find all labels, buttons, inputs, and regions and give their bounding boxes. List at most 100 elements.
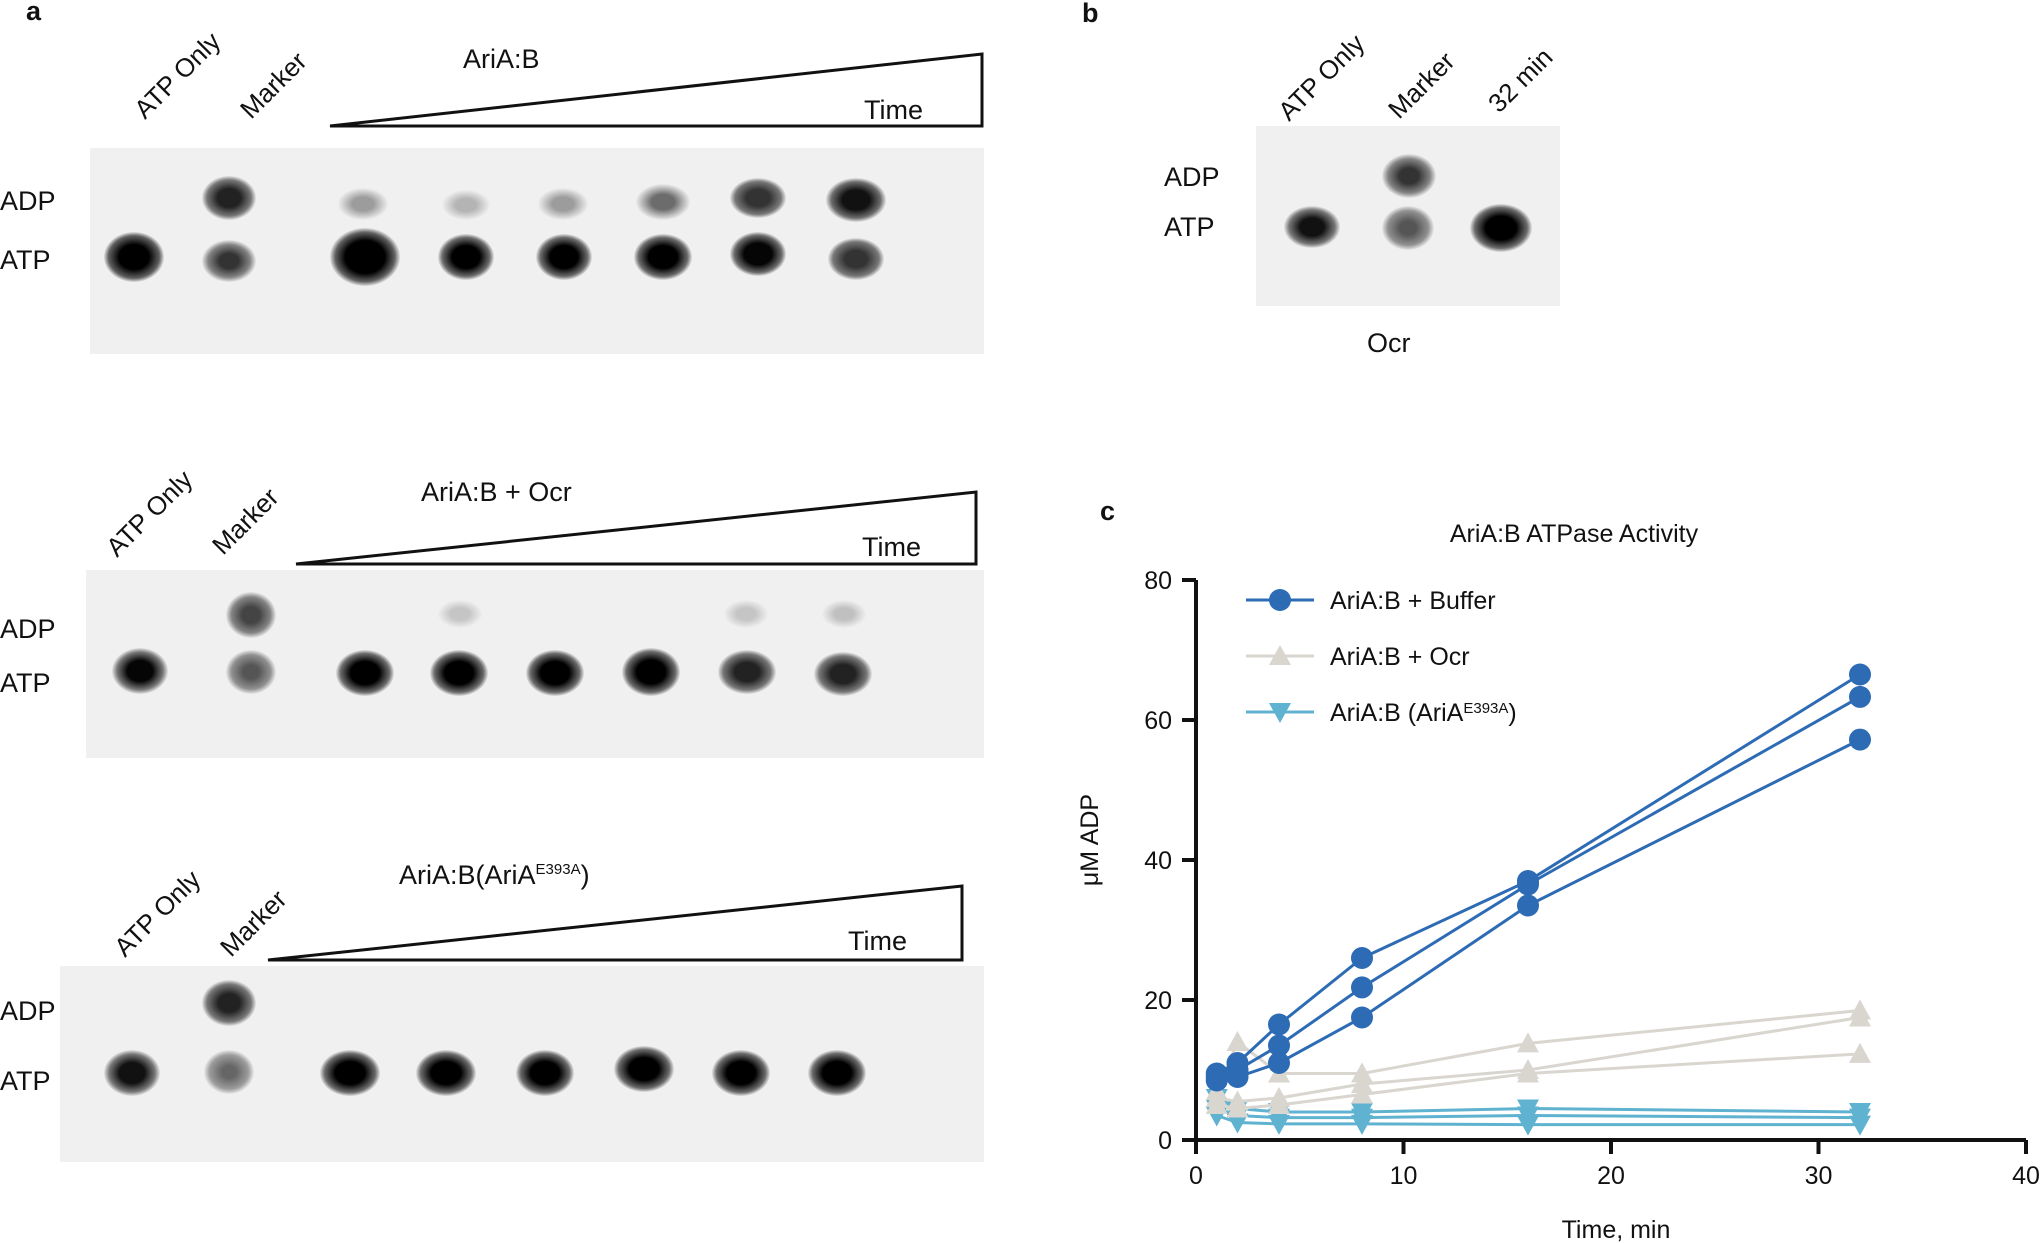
gel1-spot xyxy=(730,232,786,276)
gel1-spot xyxy=(330,228,400,286)
gel1-lane-marker: Marker xyxy=(234,45,313,125)
series-line xyxy=(1216,738,1861,1082)
x-tick-label: 40 xyxy=(2012,1162,2040,1190)
gel3-spot xyxy=(204,1050,254,1094)
y-tick-label: 0 xyxy=(1158,1127,1172,1155)
gel2-spot xyxy=(622,648,680,696)
x-tick-label: 30 xyxy=(1805,1162,1833,1190)
series-1 xyxy=(1205,999,1871,1100)
gel2-image xyxy=(86,570,984,758)
gel1-spot xyxy=(438,234,494,280)
gel3-condition: AriA:B(AriAE393A) xyxy=(399,860,590,890)
gel1-spot xyxy=(634,234,692,280)
gel3-adp-label: ADP xyxy=(0,996,56,1026)
data-point xyxy=(1268,1052,1290,1074)
gel2-spot xyxy=(336,650,394,696)
gel2-spot xyxy=(718,650,776,694)
gel2-spot xyxy=(438,600,482,628)
panel-b-gel-image xyxy=(1256,126,1560,306)
gel1-spot xyxy=(730,178,786,218)
gel3-spot xyxy=(104,1050,160,1096)
x-tick-label: 10 xyxy=(1390,1162,1418,1190)
data-point xyxy=(1226,1090,1249,1111)
series-0 xyxy=(1205,728,1871,1092)
gel1-spot xyxy=(104,232,164,282)
gel3-spot xyxy=(614,1046,674,1092)
legend-label: AriA:B + Buffer xyxy=(1330,587,1496,615)
panel-b-lane-32min: 32 min xyxy=(1482,41,1559,119)
gel1-spot xyxy=(828,238,884,280)
gel3-spot xyxy=(808,1050,866,1096)
gel2-spot xyxy=(724,600,768,628)
panel-c-letter: c xyxy=(1100,496,1116,526)
data-point xyxy=(1226,1052,1249,1074)
chart-title: AriA:B ATPase Activity xyxy=(1450,520,1699,548)
y-tick-label: 60 xyxy=(1144,707,1172,735)
gel2-condition: AriA:B + Ocr xyxy=(421,477,572,507)
legend-label: AriA:B + Ocr xyxy=(1330,643,1470,671)
panel-b-spot xyxy=(1382,154,1436,198)
gel1-spot xyxy=(202,240,256,282)
gel1-condition: AriA:B xyxy=(463,44,540,74)
gel2-lane-marker: Marker xyxy=(206,481,285,561)
panel-b-spot xyxy=(1470,204,1532,252)
data-point xyxy=(1226,1031,1249,1051)
gel2-spot xyxy=(112,648,168,694)
data-point xyxy=(1268,1087,1290,1107)
y-tick-label: 40 xyxy=(1144,847,1172,875)
data-point xyxy=(1351,1083,1373,1104)
data-point xyxy=(1268,1013,1290,1036)
legend-marker xyxy=(1269,589,1291,611)
series-line xyxy=(1216,673,1861,1075)
gel2-atp-label: ATP xyxy=(0,668,51,698)
gel3-time-label: Time xyxy=(848,926,907,956)
gel1-adp-label: ADP xyxy=(0,186,56,216)
legend-marker xyxy=(1269,645,1291,665)
data-point xyxy=(1849,728,1871,751)
gel3-spot xyxy=(320,1050,380,1096)
panel-b-lane-marker: Marker xyxy=(1382,45,1461,125)
data-point xyxy=(1351,976,1373,999)
data-point xyxy=(1849,999,1871,1020)
gel2-spot xyxy=(226,592,276,638)
gel1-spot xyxy=(826,178,886,222)
gel1-spot xyxy=(536,234,592,280)
gel2-time-label: Time xyxy=(862,532,921,562)
gel3-spot xyxy=(712,1050,770,1096)
panel-b-spot xyxy=(1284,206,1340,248)
gel2-adp-label: ADP xyxy=(0,614,56,644)
legend-label: AriA:B (AriAE393A) xyxy=(1330,699,1517,727)
chart-legend: AriA:B + Buffer AriA:B + Ocr AriA:B (AriAE… xyxy=(1246,587,1517,727)
gel2-spot xyxy=(822,600,866,628)
data-point xyxy=(1268,1034,1290,1057)
gel1-time-label: Time xyxy=(864,95,923,125)
gel2-spot xyxy=(430,650,488,696)
data-point xyxy=(1517,894,1539,917)
gel3-spot xyxy=(202,980,256,1026)
gel2-spot xyxy=(226,650,276,694)
gel1-lane-atp-only: ATP Only xyxy=(128,26,227,125)
gel1-spot xyxy=(338,188,388,220)
gel1-image xyxy=(90,148,984,354)
data-point xyxy=(1517,1099,1539,1120)
series-0 xyxy=(1205,663,1871,1085)
data-point xyxy=(1351,1062,1373,1083)
gel1-spot xyxy=(442,190,490,220)
gel1-spot xyxy=(202,176,256,220)
data-point xyxy=(1351,1073,1373,1093)
panel-a-letter: a xyxy=(26,0,42,26)
data-point xyxy=(1205,1062,1228,1085)
gel1-spot xyxy=(538,188,588,220)
gel1-time-wedge xyxy=(329,52,984,128)
series-1 xyxy=(1205,1042,1871,1118)
x-tick-label: 0 xyxy=(1189,1162,1203,1190)
data-point xyxy=(1849,663,1871,686)
gel3-lane-atp-only: ATP Only xyxy=(108,864,207,963)
data-point xyxy=(1849,685,1871,708)
gel3-time-wedge xyxy=(267,884,964,962)
data-point xyxy=(1351,947,1373,969)
series-0 xyxy=(1205,685,1871,1088)
data-point xyxy=(1849,1103,1871,1123)
panel-b-caption: Ocr xyxy=(1367,328,1411,358)
y-axis-label: μM ADP xyxy=(1076,794,1104,886)
